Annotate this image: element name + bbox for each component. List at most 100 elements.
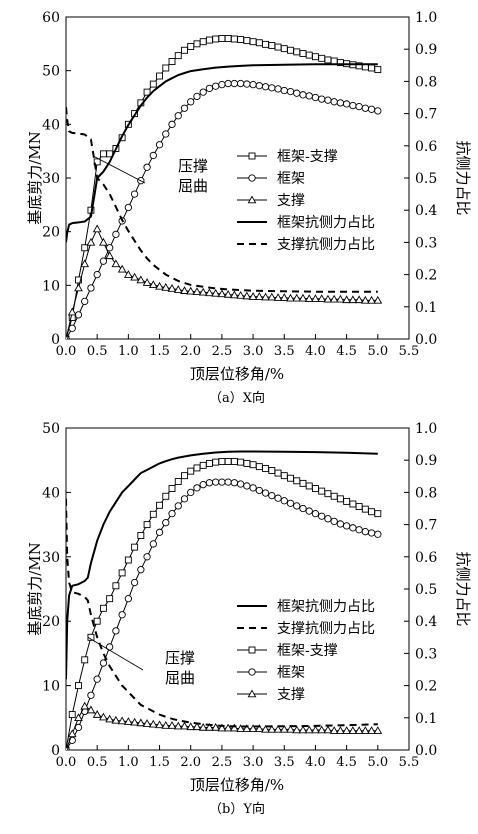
ticks: 0.0 0.5 1.0 1.5 2.0 2.5 3.0 3.5 4.0 4.5 5.0 5.5 0 10 2… xyxy=(42,421,437,770)
point-square xyxy=(268,41,276,49)
point-circle xyxy=(143,163,151,171)
point-circle xyxy=(180,104,189,112)
point-square xyxy=(268,467,276,474)
point-circle xyxy=(155,141,164,149)
x-tick-label: 1.0 xyxy=(118,344,139,359)
point-triangle xyxy=(267,724,277,733)
series-line-4 xyxy=(66,498,378,728)
point-circle xyxy=(180,495,189,503)
point-triangle xyxy=(111,715,121,724)
point-circle xyxy=(130,578,139,587)
point-square xyxy=(305,51,313,59)
point-triangle xyxy=(342,295,352,304)
point-circle xyxy=(367,529,376,537)
point-circle xyxy=(330,98,338,106)
point-circle xyxy=(155,528,164,536)
point-circle xyxy=(268,491,276,500)
point-triangle xyxy=(217,723,227,732)
point-square xyxy=(274,43,282,51)
point-triangle xyxy=(80,701,90,710)
point-square xyxy=(349,500,357,508)
point-circle xyxy=(212,478,220,486)
series-line-4 xyxy=(66,107,378,293)
point-square xyxy=(112,582,120,590)
point-triangle xyxy=(161,721,171,729)
point-square xyxy=(255,463,263,471)
point-square xyxy=(212,35,220,43)
point-circle xyxy=(349,101,357,110)
point-square xyxy=(75,276,82,284)
point-triangle xyxy=(292,725,302,734)
point-circle xyxy=(299,91,307,99)
point-square xyxy=(81,656,89,664)
point-triangle xyxy=(354,726,364,734)
point-circle xyxy=(355,102,363,111)
legend-marker xyxy=(247,195,257,204)
chart-x-direction: 0.0 0.5 1.0 1.5 2.0 2.5 3.0 3.5 4.0 4.5 5.0 5.5 0 10 2… xyxy=(26,10,472,406)
point-square xyxy=(193,40,201,48)
point-triangle xyxy=(111,259,121,268)
point-triangle xyxy=(230,723,239,732)
point-square xyxy=(355,503,363,511)
point-triangle xyxy=(173,721,183,730)
annotation-text: 压撑 xyxy=(178,157,208,175)
point-square xyxy=(218,35,226,42)
point-square xyxy=(131,543,139,551)
y2-tick-label: 0.1 xyxy=(415,300,437,316)
y2-tick-label: 0.1 xyxy=(415,711,437,727)
point-triangle xyxy=(211,722,221,731)
point-triangle xyxy=(230,290,239,299)
point-circle xyxy=(249,80,257,89)
point-circle xyxy=(236,79,245,88)
point-circle xyxy=(218,80,226,89)
data-marks xyxy=(66,35,383,339)
y-tick-label: 10 xyxy=(42,679,60,695)
legend-label: 支撑抗侧力占比 xyxy=(277,237,375,253)
point-triangle xyxy=(267,292,277,301)
data-marks xyxy=(66,450,383,750)
x-tick-label: 0.5 xyxy=(87,755,108,770)
point-triangle xyxy=(279,724,289,733)
point-triangle xyxy=(205,288,214,297)
point-triangle xyxy=(205,722,214,731)
point-triangle xyxy=(342,726,352,734)
point-square xyxy=(336,495,344,503)
point-circle xyxy=(74,723,83,732)
point-triangle xyxy=(67,729,77,738)
point-square xyxy=(68,711,76,719)
point-square xyxy=(293,48,301,56)
point-square xyxy=(149,80,157,88)
point-circle xyxy=(318,512,326,520)
point-square xyxy=(156,501,163,509)
point-circle xyxy=(374,530,382,538)
y-tick-label: 0 xyxy=(51,743,60,759)
point-circle xyxy=(280,497,288,505)
point-square xyxy=(280,472,288,480)
y-tick-label: 0 xyxy=(51,332,60,348)
point-square xyxy=(287,46,294,54)
point-triangle xyxy=(74,283,83,292)
point-square xyxy=(99,604,107,612)
x-tick-label: 4.5 xyxy=(336,344,357,359)
point-circle xyxy=(168,510,176,518)
ticks: 0.0 0.5 1.0 1.5 2.0 2.5 3.0 3.5 4.0 4.5 5.0 5.5 0 10 2… xyxy=(42,10,437,359)
x-tick-label: 1.5 xyxy=(149,755,170,770)
y2-tick-label: 0.0 xyxy=(415,332,437,348)
y2-tick-label: 0.2 xyxy=(415,679,437,695)
x-tick-label: 3.0 xyxy=(243,344,264,359)
point-square xyxy=(93,158,101,166)
point-circle xyxy=(261,489,270,497)
point-square xyxy=(174,52,182,60)
point-circle xyxy=(324,96,332,104)
point-circle xyxy=(93,675,101,683)
point-square xyxy=(118,569,126,577)
point-triangle xyxy=(67,307,77,316)
point-square xyxy=(330,57,338,65)
point-triangle xyxy=(155,281,164,290)
x-tick-label: 0.5 xyxy=(87,344,108,359)
point-triangle xyxy=(66,334,69,339)
point-triangle xyxy=(367,726,376,734)
point-triangle xyxy=(317,725,327,734)
point-circle xyxy=(224,478,232,486)
y-tick-label: 60 xyxy=(42,10,60,26)
